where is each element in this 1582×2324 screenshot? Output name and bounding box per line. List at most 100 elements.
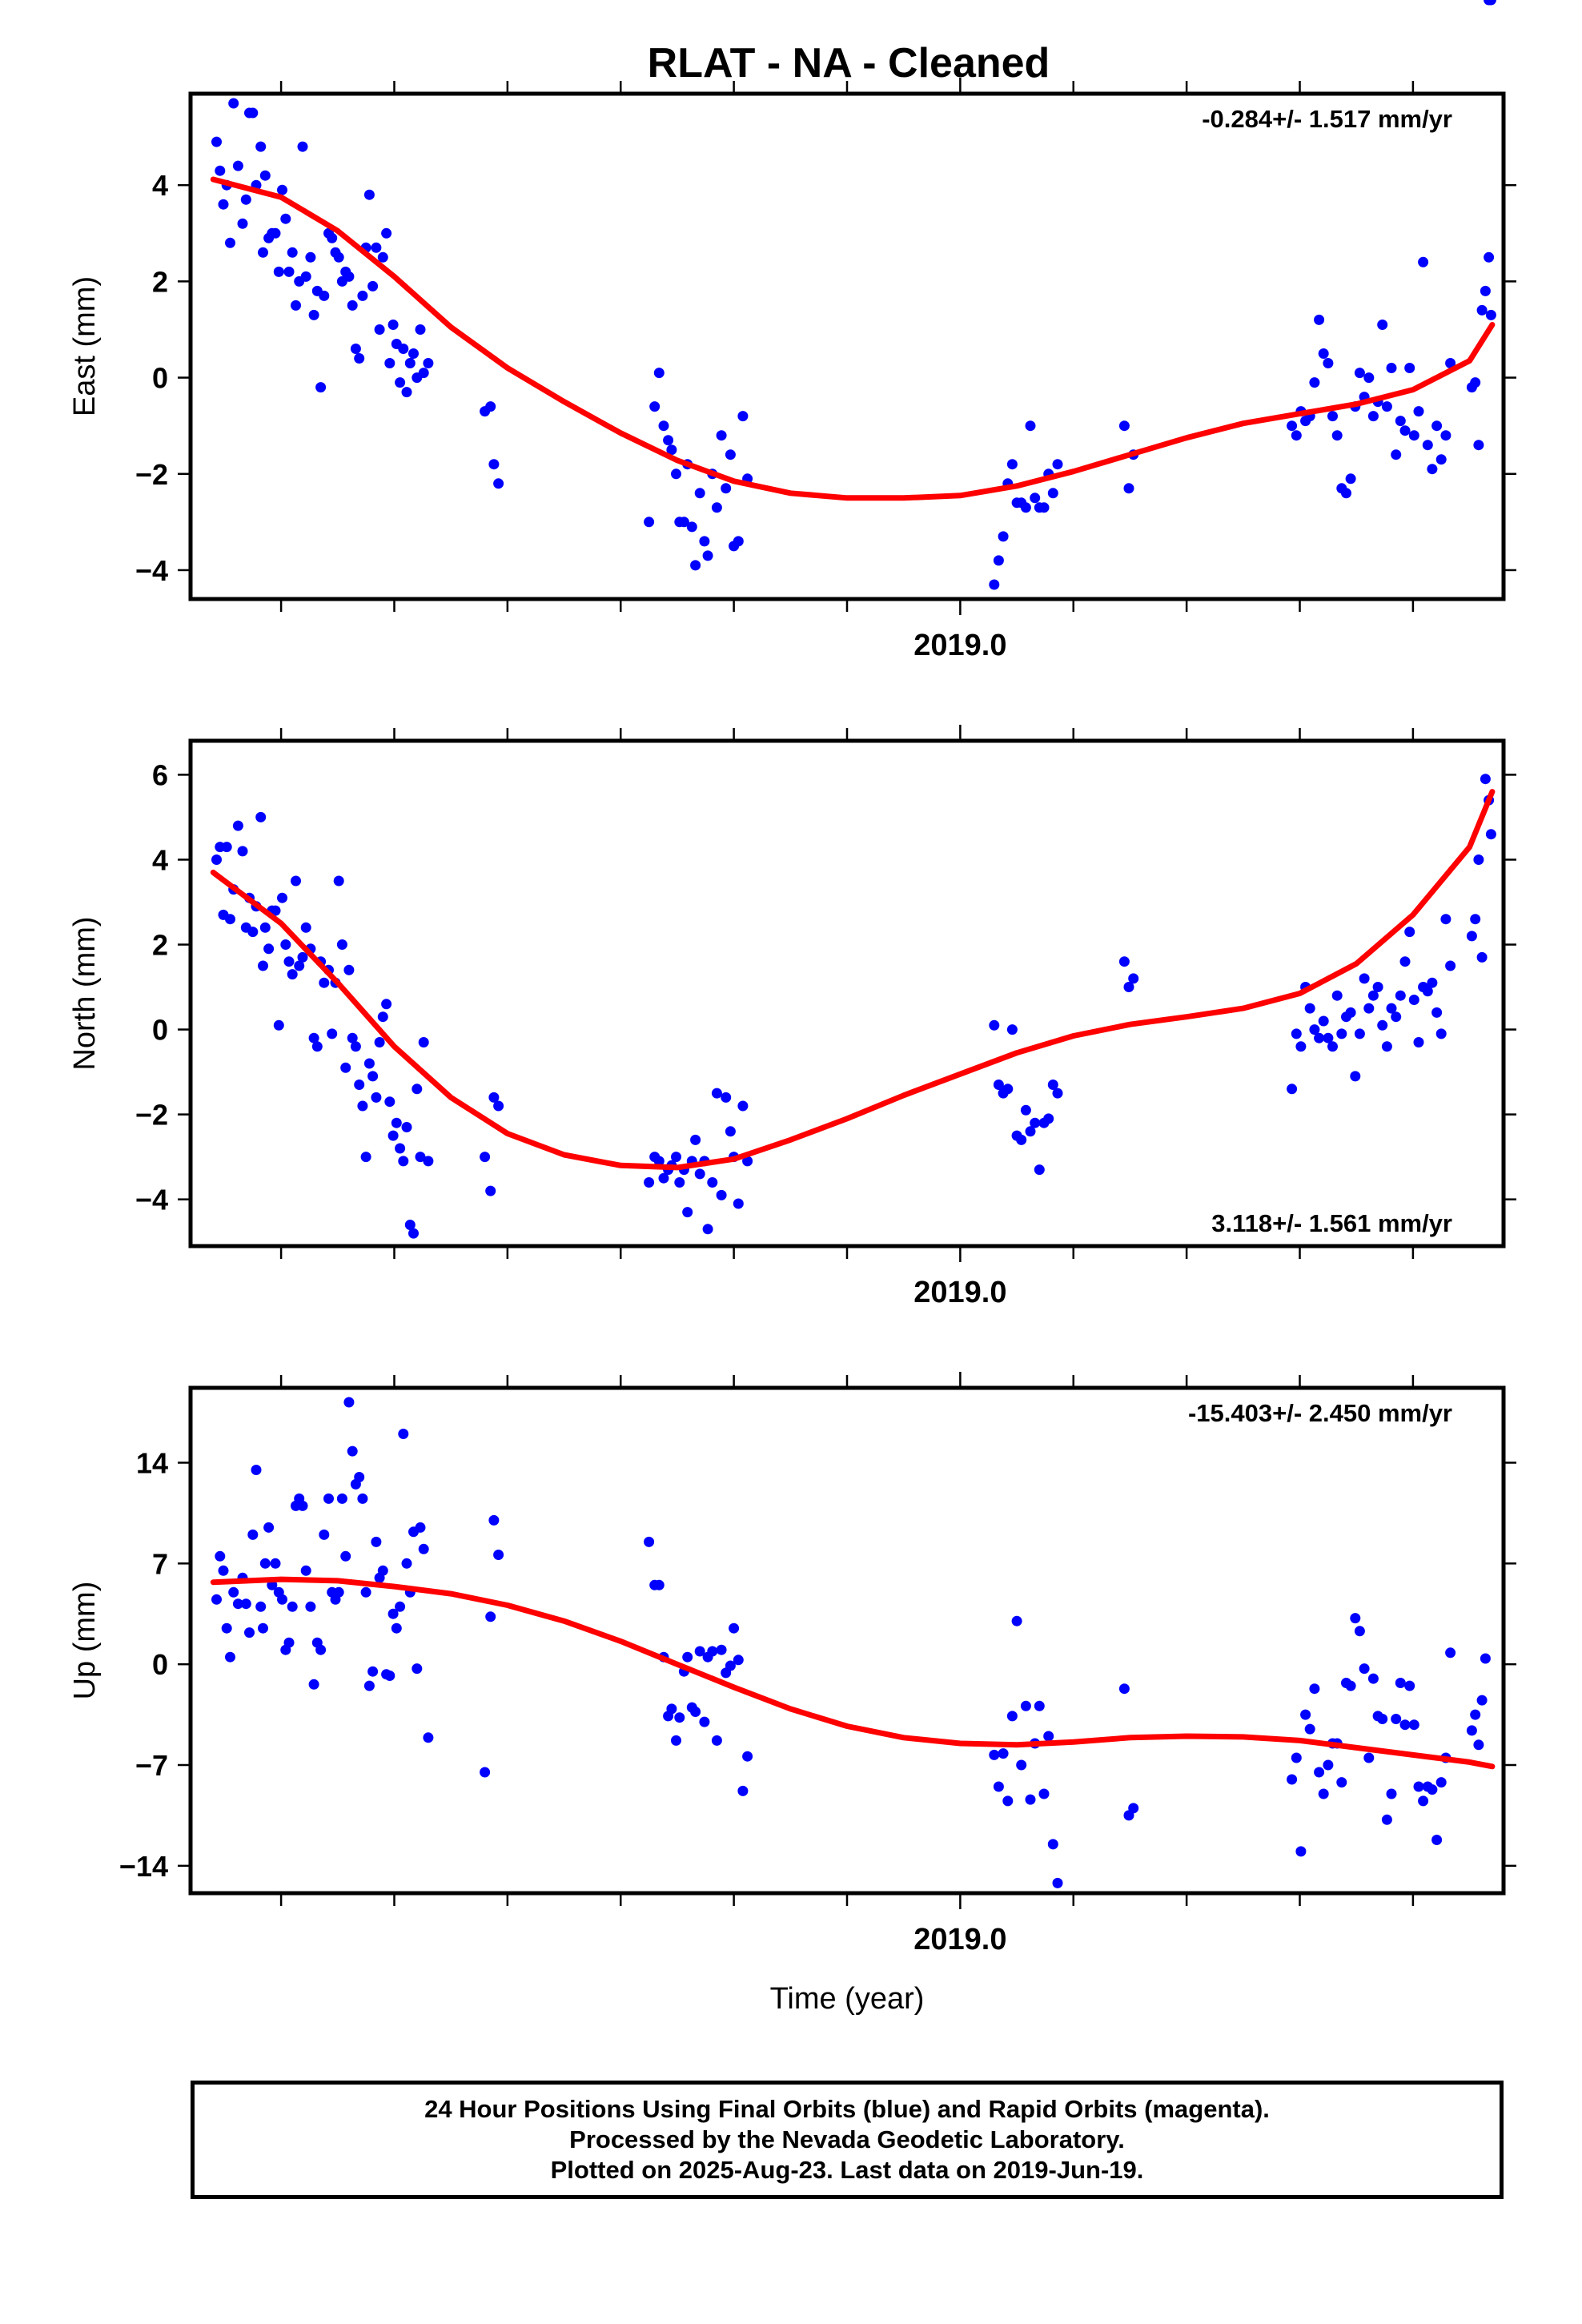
up-data-point [1345, 1680, 1356, 1691]
east-data-point [350, 344, 361, 354]
north-data-point [384, 1096, 396, 1108]
east-data-point [1118, 420, 1130, 432]
east-data-point [694, 488, 705, 499]
up-data-point [1445, 1647, 1456, 1659]
east-data-point [1052, 459, 1063, 470]
up-data-point [653, 1579, 665, 1590]
north-data-point [1408, 995, 1419, 1005]
north-data-point [707, 1177, 718, 1188]
east-data-point [287, 247, 298, 258]
up-data-point [725, 1660, 736, 1671]
north-data-point [360, 1152, 371, 1163]
east-data-point [725, 449, 736, 460]
up-data-point [694, 1646, 705, 1657]
east-data-point [280, 213, 291, 224]
up-panel: −14 −7 0 7 14 2019.0 Up (mm) -15.403+/- 2.450 m… [68, 0, 1516, 2016]
east-data-point [401, 387, 412, 398]
north-data-point [1034, 1164, 1045, 1176]
east-data-point [1377, 320, 1388, 330]
east-data-point [1391, 449, 1402, 460]
east-data-point [1030, 493, 1041, 504]
north-data-point [418, 1037, 429, 1047]
east-data-point [1422, 440, 1433, 451]
north-data-point [347, 1032, 358, 1043]
east-data-point [387, 320, 399, 330]
east-fit-line [210, 176, 1496, 501]
up-data-point [398, 1429, 409, 1439]
north-data-point [258, 960, 268, 971]
north-data-point [1025, 1126, 1036, 1137]
up-data-point [1485, 0, 1496, 6]
north-data-point [357, 1100, 368, 1112]
east-data-point [1431, 420, 1443, 432]
north-data-point [1386, 1003, 1397, 1014]
up-data-point [215, 1550, 226, 1562]
east-y-tick-label: 2 [152, 265, 168, 298]
up-data-point [1466, 1725, 1477, 1736]
north-data-point [1016, 1134, 1027, 1145]
north-data-point [297, 951, 308, 963]
north-data-point [989, 1019, 1000, 1031]
up-data-point [384, 1671, 396, 1681]
up-data-point [247, 1529, 259, 1540]
north-data-point [671, 1152, 681, 1163]
up-data-point [1016, 1759, 1027, 1771]
up-y-tick-label: 0 [152, 1648, 168, 1681]
up-data-point [418, 1543, 429, 1554]
up-data-point [699, 1716, 710, 1727]
east-data-point [415, 324, 426, 335]
north-data-point [259, 922, 271, 933]
north-data-point [327, 1028, 338, 1039]
east-data-point [228, 98, 239, 109]
east-data-point [1395, 416, 1406, 427]
up-data-point [391, 1622, 402, 1634]
up-data-point [1377, 1714, 1388, 1724]
east-data-point [1341, 488, 1351, 499]
north-data-point [1123, 982, 1134, 992]
east-data-point [354, 353, 365, 364]
north-data-point [1043, 1113, 1054, 1124]
north-x-tick-label: 2019.0 [913, 1276, 1006, 1309]
up-data-point [228, 1586, 239, 1598]
north-data-point [1431, 1007, 1443, 1018]
up-data-point [412, 1663, 423, 1675]
north-data-point [653, 1156, 665, 1167]
north-data-point [343, 964, 355, 975]
north-data-point [1404, 927, 1415, 938]
east-data-point [1470, 377, 1481, 388]
north-data-point [1304, 1003, 1315, 1014]
up-data-point [1304, 1723, 1315, 1735]
east-data-point [1404, 363, 1415, 373]
north-data-point [277, 892, 287, 903]
north-fit-line [210, 789, 1496, 1171]
north-data-point [377, 1011, 388, 1023]
up-data-point [1295, 1846, 1307, 1857]
east-data-point [270, 227, 281, 239]
north-data-point [319, 977, 330, 988]
up-y-tick-label: −7 [135, 1749, 168, 1782]
east-data-point [273, 266, 284, 277]
up-data-point [1047, 1839, 1058, 1850]
figure-title: RLAT - NA - Cleaned [648, 40, 1050, 86]
up-data-point [319, 1529, 330, 1540]
east-data-point [702, 550, 713, 561]
east-plot-frame [188, 91, 1506, 601]
east-data-point [1291, 430, 1302, 441]
up-data-point [729, 1622, 740, 1634]
north-data-point [1395, 990, 1406, 1001]
up-fit-line [210, 1576, 1496, 1770]
north-data-point [287, 969, 298, 980]
east-data-point [347, 300, 358, 311]
up-data-point [340, 1550, 351, 1562]
east-data-point [658, 420, 669, 432]
east-data-point [404, 358, 416, 368]
east-data-point [215, 165, 226, 176]
up-data-point [1395, 1678, 1406, 1688]
up-data-point [423, 1732, 434, 1743]
up-data-point [315, 1644, 327, 1655]
north-data-point [1318, 1015, 1329, 1027]
east-data-point [225, 237, 235, 248]
north-data-point [682, 1207, 693, 1218]
up-data-point [1043, 1731, 1054, 1742]
up-data-point [333, 1586, 344, 1598]
